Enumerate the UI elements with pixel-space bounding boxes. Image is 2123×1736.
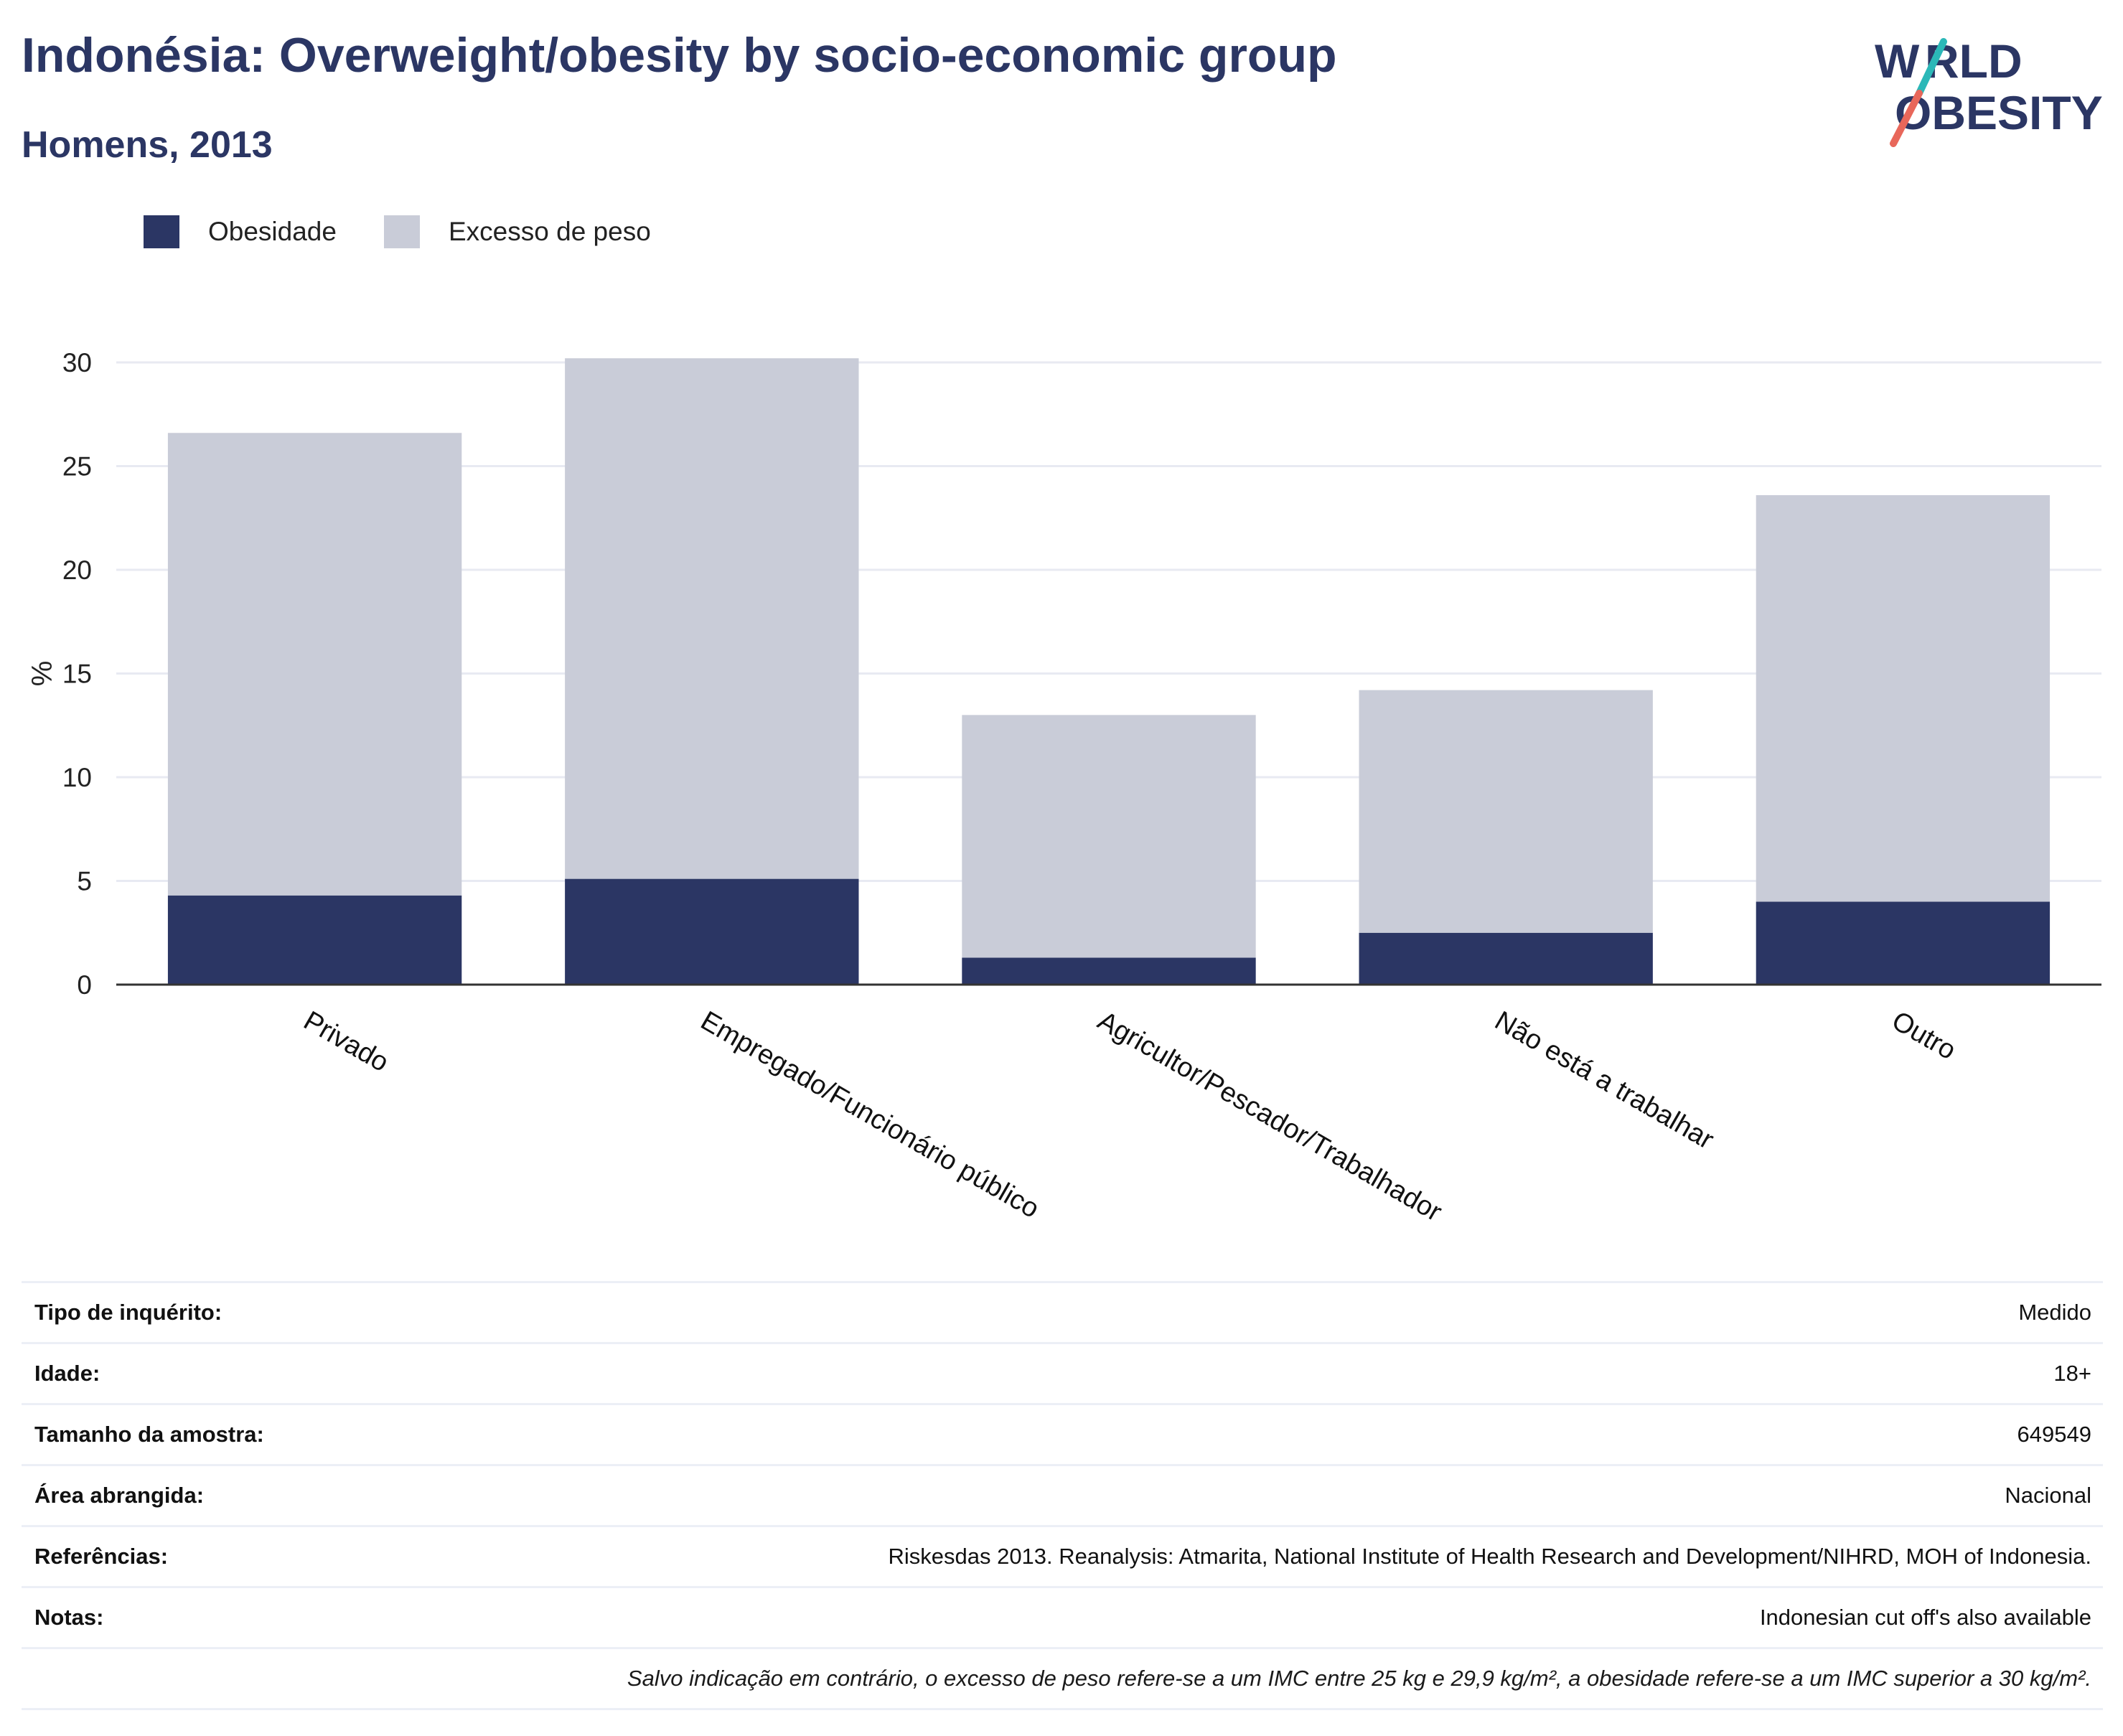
x-tick-label: Agricultor/Pescador/Trabalhador	[1092, 1005, 1447, 1227]
y-tick-label: 5	[77, 867, 92, 896]
info-label: Área abrangida:	[34, 1483, 205, 1508]
bar-obesity	[962, 957, 1256, 985]
bar-overweight	[565, 358, 859, 879]
bar-obesity	[167, 895, 462, 985]
bar-chart: 0 5 10 15 20 25 30% Privado Empregado/Funcionári…	[27, 348, 2101, 1228]
bar-obesity	[1359, 932, 1653, 985]
info-value: Nacional	[2005, 1483, 2091, 1508]
x-tick-label: Empregado/Funcionário público	[695, 1005, 1044, 1224]
legend-obesity: Obesidade	[144, 215, 337, 248]
y-tick-label: 30	[62, 348, 92, 377]
footnote-text: Salvo indicação em contrário, o excesso …	[627, 1666, 2091, 1691]
info-row-notes: Notas: Indonesian cut off's also availab…	[22, 1586, 2103, 1647]
info-row-survey-type: Tipo de inquérito: Medido	[22, 1281, 2103, 1342]
info-table: Tipo de inquérito: Medido Idade: 18+ Tam…	[22, 1281, 2103, 1710]
y-tick-label: 20	[62, 555, 92, 585]
info-row-sample-size: Tamanho da amostra: 649549	[22, 1403, 2103, 1464]
info-value: 649549	[2017, 1422, 2091, 1447]
info-value: Indonesian cut off's also available	[1759, 1605, 2091, 1630]
legend-label-obesity: Obesidade	[208, 217, 337, 246]
legend-overweight: Excesso de peso	[384, 215, 651, 248]
x-tick-label: Outro	[1887, 1005, 1961, 1066]
svg-text:OBESITY: OBESITY	[1895, 86, 2103, 139]
y-axis-label: %	[27, 661, 58, 687]
y-tick-label: 0	[77, 970, 92, 1000]
y-tick-label: 25	[62, 452, 92, 482]
info-label: Idade:	[34, 1361, 100, 1386]
bar-obesity	[1756, 901, 2051, 985]
info-row-age: Idade: 18+	[22, 1342, 2103, 1403]
info-label: Notas:	[34, 1605, 104, 1630]
info-label: Tipo de inquérito:	[34, 1300, 222, 1325]
info-row-references: Referências: Riskesdas 2013. Reanalysis:…	[22, 1525, 2103, 1586]
info-label: Referências:	[34, 1544, 169, 1569]
bar-overweight	[1359, 690, 1653, 933]
info-value: 18+	[2053, 1361, 2091, 1386]
info-row-area: Área abrangida: Nacional	[22, 1464, 2103, 1525]
legend-swatch-overweight	[384, 215, 420, 248]
world-obesity-logo: W RLD OBESITY	[1875, 36, 2103, 147]
y-tick-label: 15	[62, 660, 92, 689]
footnote: Salvo indicação em contrário, o excesso …	[22, 1647, 2103, 1710]
info-value: Medido	[2018, 1300, 2091, 1325]
x-tick-label: Não está a trabalhar	[1489, 1005, 1718, 1155]
svg-text:W: W	[1875, 36, 1920, 88]
x-tick-label: Privado	[299, 1005, 394, 1078]
legend-label-overweight: Excesso de peso	[449, 217, 651, 246]
chart-title: Indonésia: Overweight/obesity by socio-e…	[22, 28, 1337, 83]
info-value: Riskesdas 2013. Reanalysis: Atmarita, Na…	[888, 1544, 2091, 1569]
chart-subtitle: Homens, 2013	[22, 124, 273, 166]
y-tick-label: 10	[62, 763, 92, 792]
info-label: Tamanho da amostra:	[34, 1422, 264, 1447]
bar-overweight	[1756, 494, 2051, 902]
bar-layer	[167, 358, 2051, 985]
bar-obesity	[565, 878, 859, 985]
legend-swatch-obesity	[144, 215, 179, 248]
bar-overweight	[167, 433, 462, 896]
bar-overweight	[962, 715, 1256, 958]
